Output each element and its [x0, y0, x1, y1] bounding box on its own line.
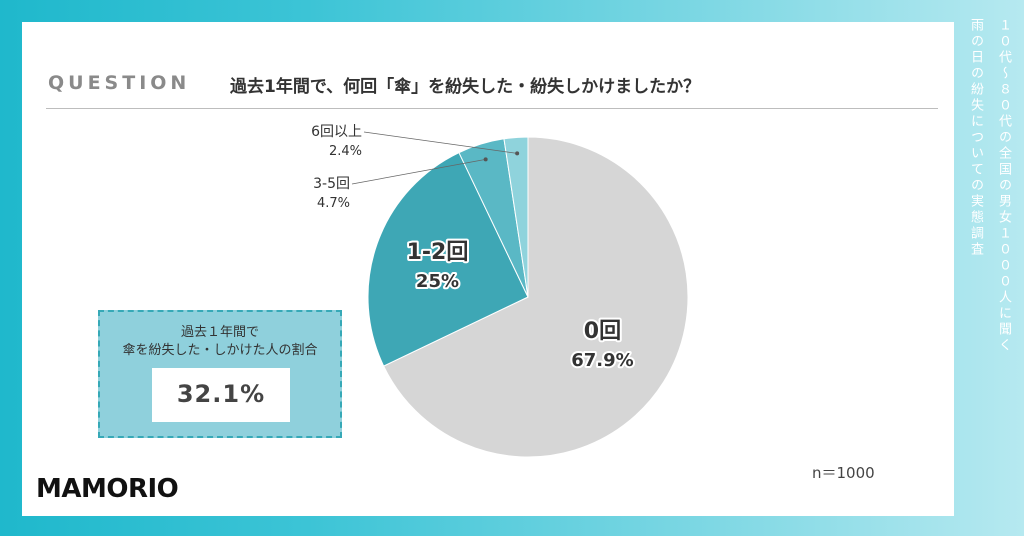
question-label: QUESTION: [48, 72, 191, 94]
pie-chart: 0回 67.9% 1-2回 25% 3-5回 4.7% 6回以上 2.4%: [311, 124, 689, 458]
summary-box: 過去１年間で 傘を紛失した・しかけた人の割合 32.1%: [98, 310, 342, 438]
pie-slice: [382, 136, 689, 458]
slice-label: 6回以上: [311, 124, 362, 140]
slice-value-label: 2.4%: [329, 144, 362, 159]
pie-slice: [367, 151, 529, 367]
slice-value-label: 25%: [416, 271, 459, 292]
slice-label: 3-5回: [313, 176, 350, 192]
side-title-line2: 雨の日の紛失についての実態調査: [968, 18, 983, 258]
content-card: QUESTION 過去1年間で、何回「傘」を紛失した・紛失しかけましたか？ 0回…: [22, 22, 954, 516]
sample-size: n＝1000: [812, 464, 875, 482]
leader-dot: [483, 157, 488, 162]
logo: MAMORIO: [36, 474, 179, 504]
summary-value: 32.1%: [176, 380, 266, 408]
leader-line: [363, 131, 518, 154]
slice-value-label: 4.7%: [317, 196, 350, 211]
side-title-line1: １０代〜８０代の全国の男女１０００人に聞く: [996, 18, 1011, 354]
summary-title-line1: 過去１年間で: [180, 325, 259, 340]
slice-label: 0回: [584, 319, 621, 344]
slice-value-label: 67.9%: [571, 350, 633, 371]
summary-title-line2: 傘を紛失した・しかけた人の割合: [122, 343, 318, 358]
leader-dot: [515, 151, 520, 156]
divider: [46, 108, 938, 109]
slice-label: 1-2回: [407, 240, 469, 265]
pie-slice: [503, 136, 529, 298]
question-text: 過去1年間で、何回「傘」を紛失した・紛失しかけましたか？: [230, 77, 701, 97]
leader-line: [351, 158, 486, 185]
summary-value-box: 32.1%: [152, 368, 290, 422]
